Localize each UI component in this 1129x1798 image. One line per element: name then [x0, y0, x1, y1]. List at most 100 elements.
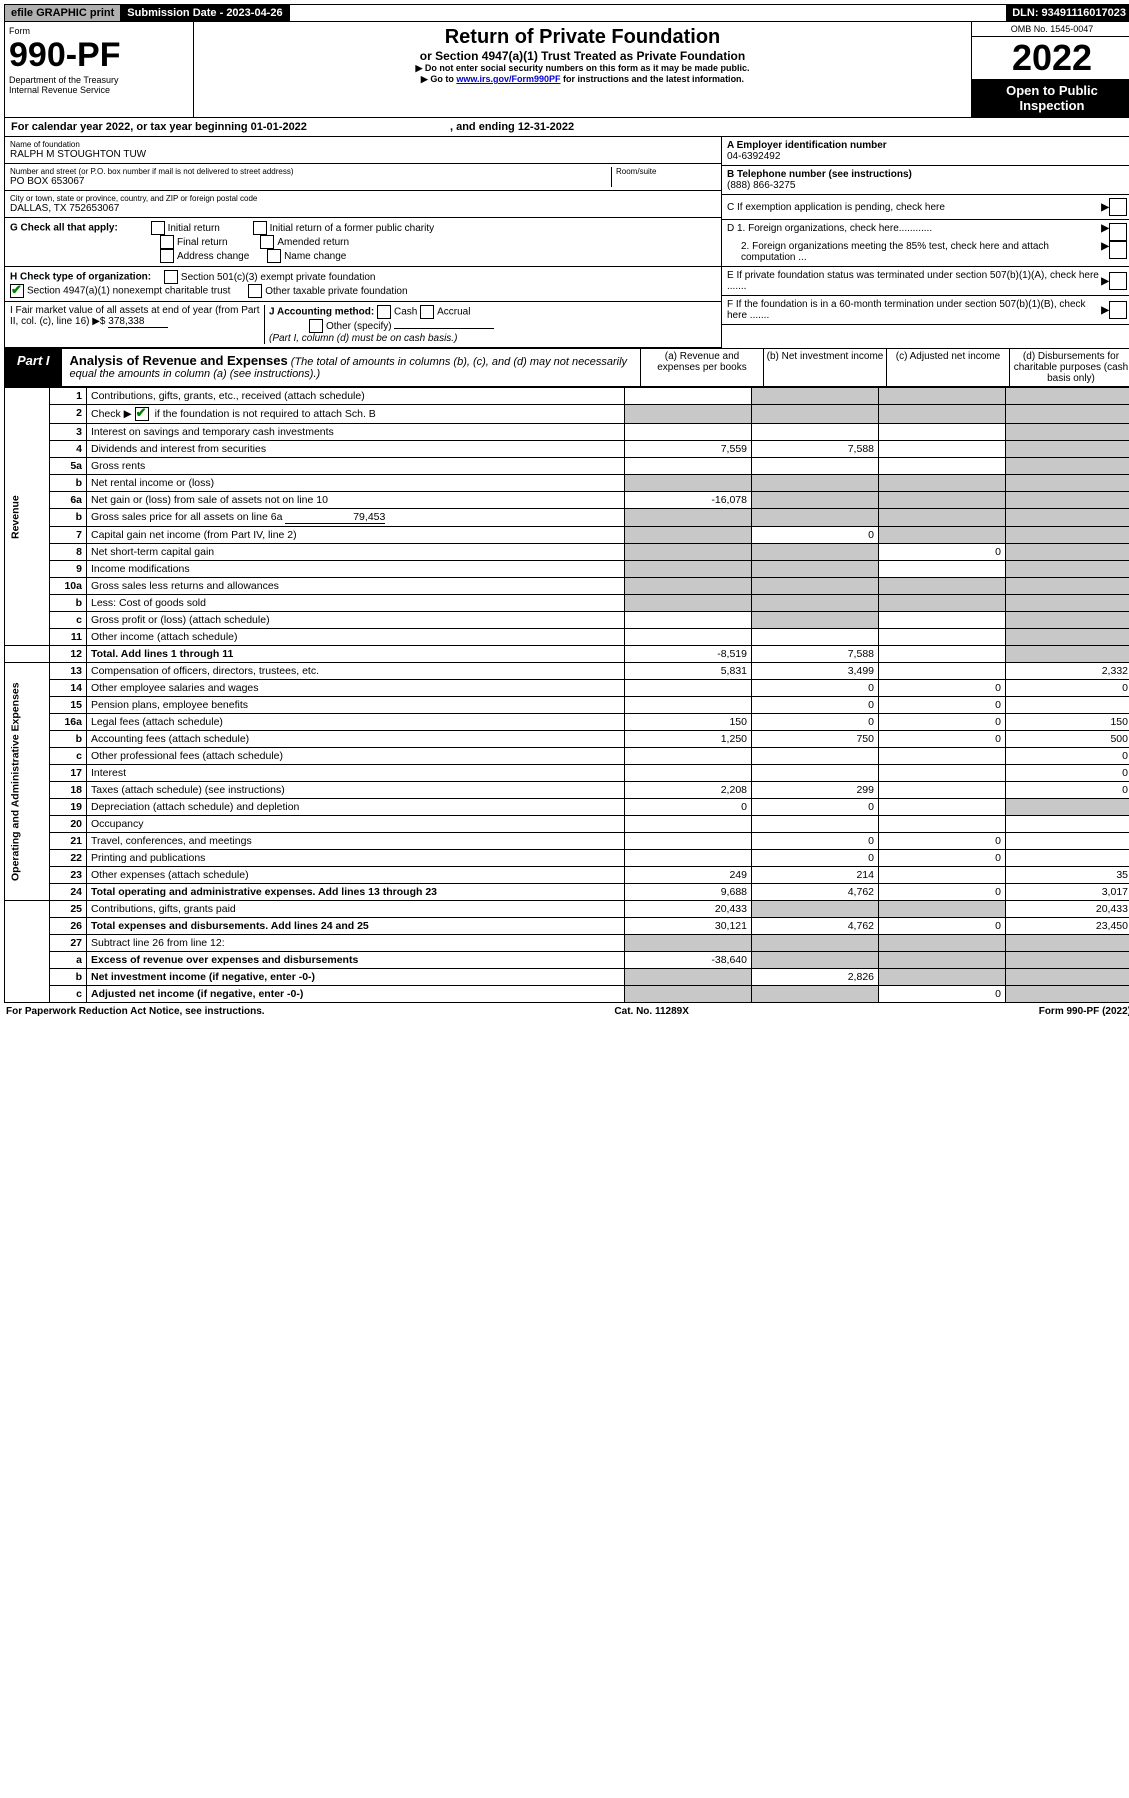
part1-table: Revenue 1Contributions, gifts, grants, e…	[4, 387, 1129, 1003]
table-row: aExcess of revenue over expenses and dis…	[5, 952, 1129, 969]
checkbox-f[interactable]	[1109, 301, 1127, 319]
dept: Department of the Treasury	[9, 75, 189, 85]
section-h: H Check type of organization: Section 50…	[5, 267, 721, 302]
table-row: 4Dividends and interest from securities7…	[5, 441, 1129, 458]
section-g: G Check all that apply: Initial return I…	[5, 218, 721, 267]
table-row: 15Pension plans, employee benefits00	[5, 697, 1129, 714]
table-row: 9Income modifications	[5, 561, 1129, 578]
table-row: 22Printing and publications00	[5, 850, 1129, 867]
checkbox-other-method[interactable]	[309, 319, 323, 333]
form-title: Return of Private Foundation	[200, 26, 965, 49]
room-label: Room/suite	[611, 167, 716, 187]
table-row: 17Interest0	[5, 765, 1129, 782]
table-row: 16aLegal fees (attach schedule)15000150	[5, 714, 1129, 731]
instructions-link[interactable]: www.irs.gov/Form990PF	[456, 74, 560, 84]
foundation-name: RALPH M STOUGHTON TUW	[10, 149, 716, 160]
table-row: 6aNet gain or (loss) from sale of assets…	[5, 492, 1129, 509]
checkbox-cash[interactable]	[377, 305, 391, 319]
section-i: I Fair market value of all assets at end…	[10, 305, 265, 344]
table-row: Revenue 1Contributions, gifts, grants, e…	[5, 388, 1129, 405]
checkbox-c[interactable]	[1109, 198, 1127, 216]
table-row: 2Check ▶ if the foundation is not requir…	[5, 405, 1129, 424]
col-b-header: (b) Net investment income	[763, 349, 886, 386]
footer-right: Form 990-PF (2022)	[1039, 1006, 1129, 1017]
section-d2: 2. Foreign organizations meeting the 85%…	[727, 241, 1101, 263]
table-row: 8Net short-term capital gain0	[5, 544, 1129, 561]
efile-print-button[interactable]: efile GRAPHIC print	[5, 5, 121, 21]
form-header: Form 990-PF Department of the Treasury I…	[4, 22, 1129, 118]
table-row: 3Interest on savings and temporary cash …	[5, 424, 1129, 441]
table-row: 7Capital gain net income (from Part IV, …	[5, 527, 1129, 544]
table-row: 20Occupancy	[5, 816, 1129, 833]
table-row: 11Other income (attach schedule)	[5, 629, 1129, 646]
table-row: 12Total. Add lines 1 through 11-8,5197,5…	[5, 646, 1129, 663]
fmv-value: 378,338	[108, 316, 168, 328]
checkbox-4947a1[interactable]	[10, 284, 24, 298]
col-d-header: (d) Disbursements for charitable purpose…	[1009, 349, 1129, 386]
dln: DLN: 93491116017023	[1006, 5, 1129, 21]
top-bar: efile GRAPHIC print Submission Date - 20…	[4, 4, 1129, 22]
footer-left: For Paperwork Reduction Act Notice, see …	[6, 1006, 265, 1017]
checkbox-name-change[interactable]	[267, 249, 281, 263]
table-row: cOther professional fees (attach schedul…	[5, 748, 1129, 765]
table-row: cGross profit or (loss) (attach schedule…	[5, 612, 1129, 629]
addr-label: Number and street (or P.O. box number if…	[10, 167, 611, 176]
part1-header: Part I Analysis of Revenue and Expenses …	[4, 348, 1129, 387]
checkbox-accrual[interactable]	[420, 305, 434, 319]
note-link: ▶ Go to www.irs.gov/Form990PF for instru…	[200, 74, 965, 85]
checkbox-initial-former[interactable]	[253, 221, 267, 235]
table-row: 21Travel, conferences, and meetings00	[5, 833, 1129, 850]
checkbox-initial-return[interactable]	[151, 221, 165, 235]
revenue-side-label: Revenue	[5, 388, 50, 646]
phone-value: (888) 866-3275	[727, 180, 795, 191]
checkbox-amended[interactable]	[260, 235, 274, 249]
city-state-zip: DALLAS, TX 752653067	[10, 203, 716, 214]
note-ssn: ▶ Do not enter social security numbers o…	[200, 63, 965, 74]
form-subtitle: or Section 4947(a)(1) Trust Treated as P…	[200, 49, 965, 63]
table-row: 24Total operating and administrative exp…	[5, 884, 1129, 901]
expenses-side-label: Operating and Administrative Expenses	[5, 663, 50, 901]
calendar-year-row: For calendar year 2022, or tax year begi…	[4, 118, 1129, 137]
table-row: 27Subtract line 26 from line 12:	[5, 935, 1129, 952]
omb: OMB No. 1545-0047	[972, 22, 1129, 37]
checkbox-final-return[interactable]	[160, 235, 174, 249]
section-j: J Accounting method: Cash Accrual Other …	[265, 305, 716, 344]
address: PO BOX 653067	[10, 176, 611, 187]
table-row: 18Taxes (attach schedule) (see instructi…	[5, 782, 1129, 799]
section-c: C If exemption application is pending, c…	[727, 202, 1101, 213]
part1-tab: Part I	[5, 349, 62, 386]
checkbox-other-taxable[interactable]	[248, 284, 262, 298]
table-row: 23Other expenses (attach schedule)249214…	[5, 867, 1129, 884]
table-row: bNet rental income or (loss)	[5, 475, 1129, 492]
ein-label: A Employer identification number	[727, 140, 887, 151]
checkbox-d2[interactable]	[1109, 241, 1127, 259]
identification-section: Name of foundation RALPH M STOUGHTON TUW…	[4, 137, 1129, 348]
section-f: F If the foundation is in a 60-month ter…	[727, 299, 1101, 321]
submission-date: Submission Date - 2023-04-26	[121, 5, 289, 21]
checkbox-d1[interactable]	[1109, 223, 1127, 241]
page-footer: For Paperwork Reduction Act Notice, see …	[4, 1003, 1129, 1020]
section-d1: D 1. Foreign organizations, check here..…	[727, 223, 1101, 241]
table-row: cAdjusted net income (if negative, enter…	[5, 986, 1129, 1003]
table-row: bGross sales price for all assets on lin…	[5, 509, 1129, 527]
irs: Internal Revenue Service	[9, 85, 189, 95]
phone-label: B Telephone number (see instructions)	[727, 169, 912, 180]
city-label: City or town, state or province, country…	[10, 194, 716, 203]
form-label: Form	[9, 26, 189, 36]
checkbox-address-change[interactable]	[160, 249, 174, 263]
section-e: E If private foundation status was termi…	[727, 270, 1101, 292]
table-row: Operating and Administrative Expenses 13…	[5, 663, 1129, 680]
form-number: 990-PF	[9, 36, 189, 75]
footer-mid: Cat. No. 11289X	[614, 1006, 688, 1017]
tax-year: 2022	[972, 37, 1129, 79]
checkbox-e[interactable]	[1109, 272, 1127, 290]
checkbox-sch-b[interactable]	[135, 407, 149, 421]
checkbox-501c3[interactable]	[164, 270, 178, 284]
table-row: bAccounting fees (attach schedule)1,2507…	[5, 731, 1129, 748]
name-label: Name of foundation	[10, 140, 716, 149]
table-row: 10aGross sales less returns and allowanc…	[5, 578, 1129, 595]
open-to-public: Open to Public Inspection	[972, 79, 1129, 117]
table-row: 14Other employee salaries and wages000	[5, 680, 1129, 697]
table-row: 19Depreciation (attach schedule) and dep…	[5, 799, 1129, 816]
table-row: bLess: Cost of goods sold	[5, 595, 1129, 612]
